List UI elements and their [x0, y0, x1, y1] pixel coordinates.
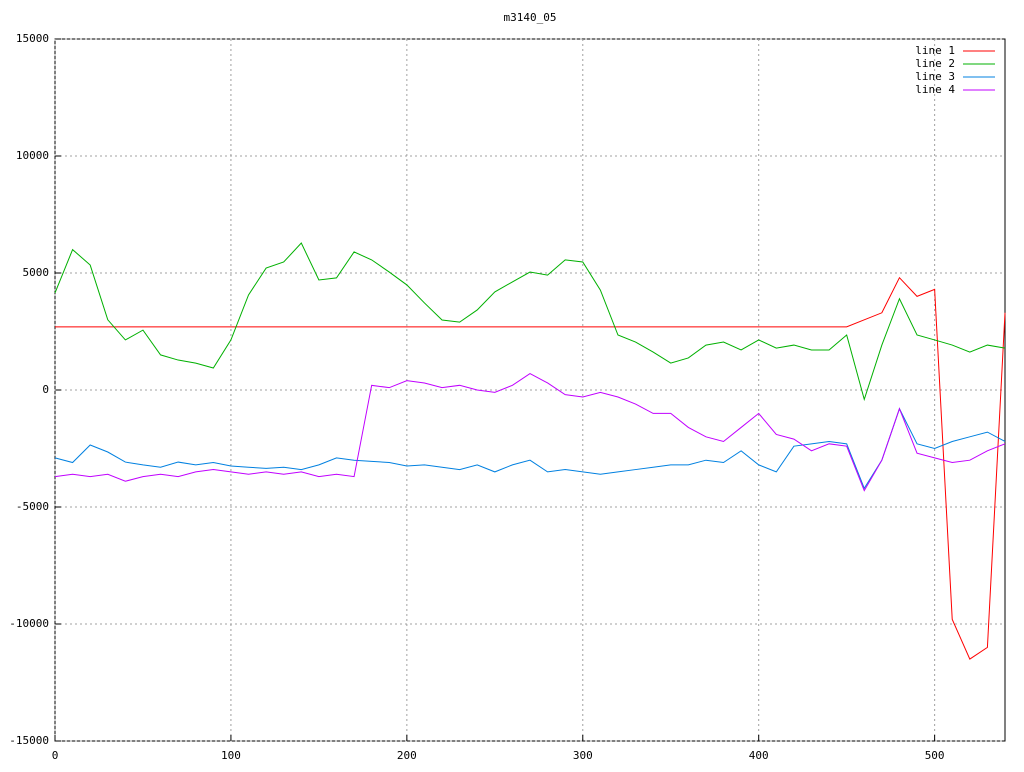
x-tick-label: 500 [925, 749, 945, 762]
line-series [55, 276, 1006, 660]
x-tick-label: 100 [221, 749, 241, 762]
legend-label: line 1 [915, 44, 955, 57]
x-tick-label: 0 [52, 749, 59, 762]
legend-label: line 2 [915, 57, 955, 70]
y-tick-label: 0 [42, 383, 49, 396]
y-tick-label: -10000 [9, 617, 49, 630]
legend-label: line 4 [915, 83, 955, 96]
line-series [54, 407, 1006, 490]
y-tick-label: -5000 [16, 500, 49, 513]
y-tick-label: 15000 [16, 32, 49, 45]
y-tick-label: -15000 [9, 734, 49, 747]
x-tick-label: 200 [397, 749, 417, 762]
line-series [54, 373, 1006, 492]
legend-label: line 3 [915, 70, 955, 83]
x-tick-label: 300 [573, 749, 593, 762]
y-tick-label: 10000 [16, 149, 49, 162]
x-tick-label: 400 [749, 749, 769, 762]
chart-title: m3140_05 [504, 11, 557, 24]
line-series [54, 242, 1006, 402]
y-tick-label: 5000 [23, 266, 50, 279]
